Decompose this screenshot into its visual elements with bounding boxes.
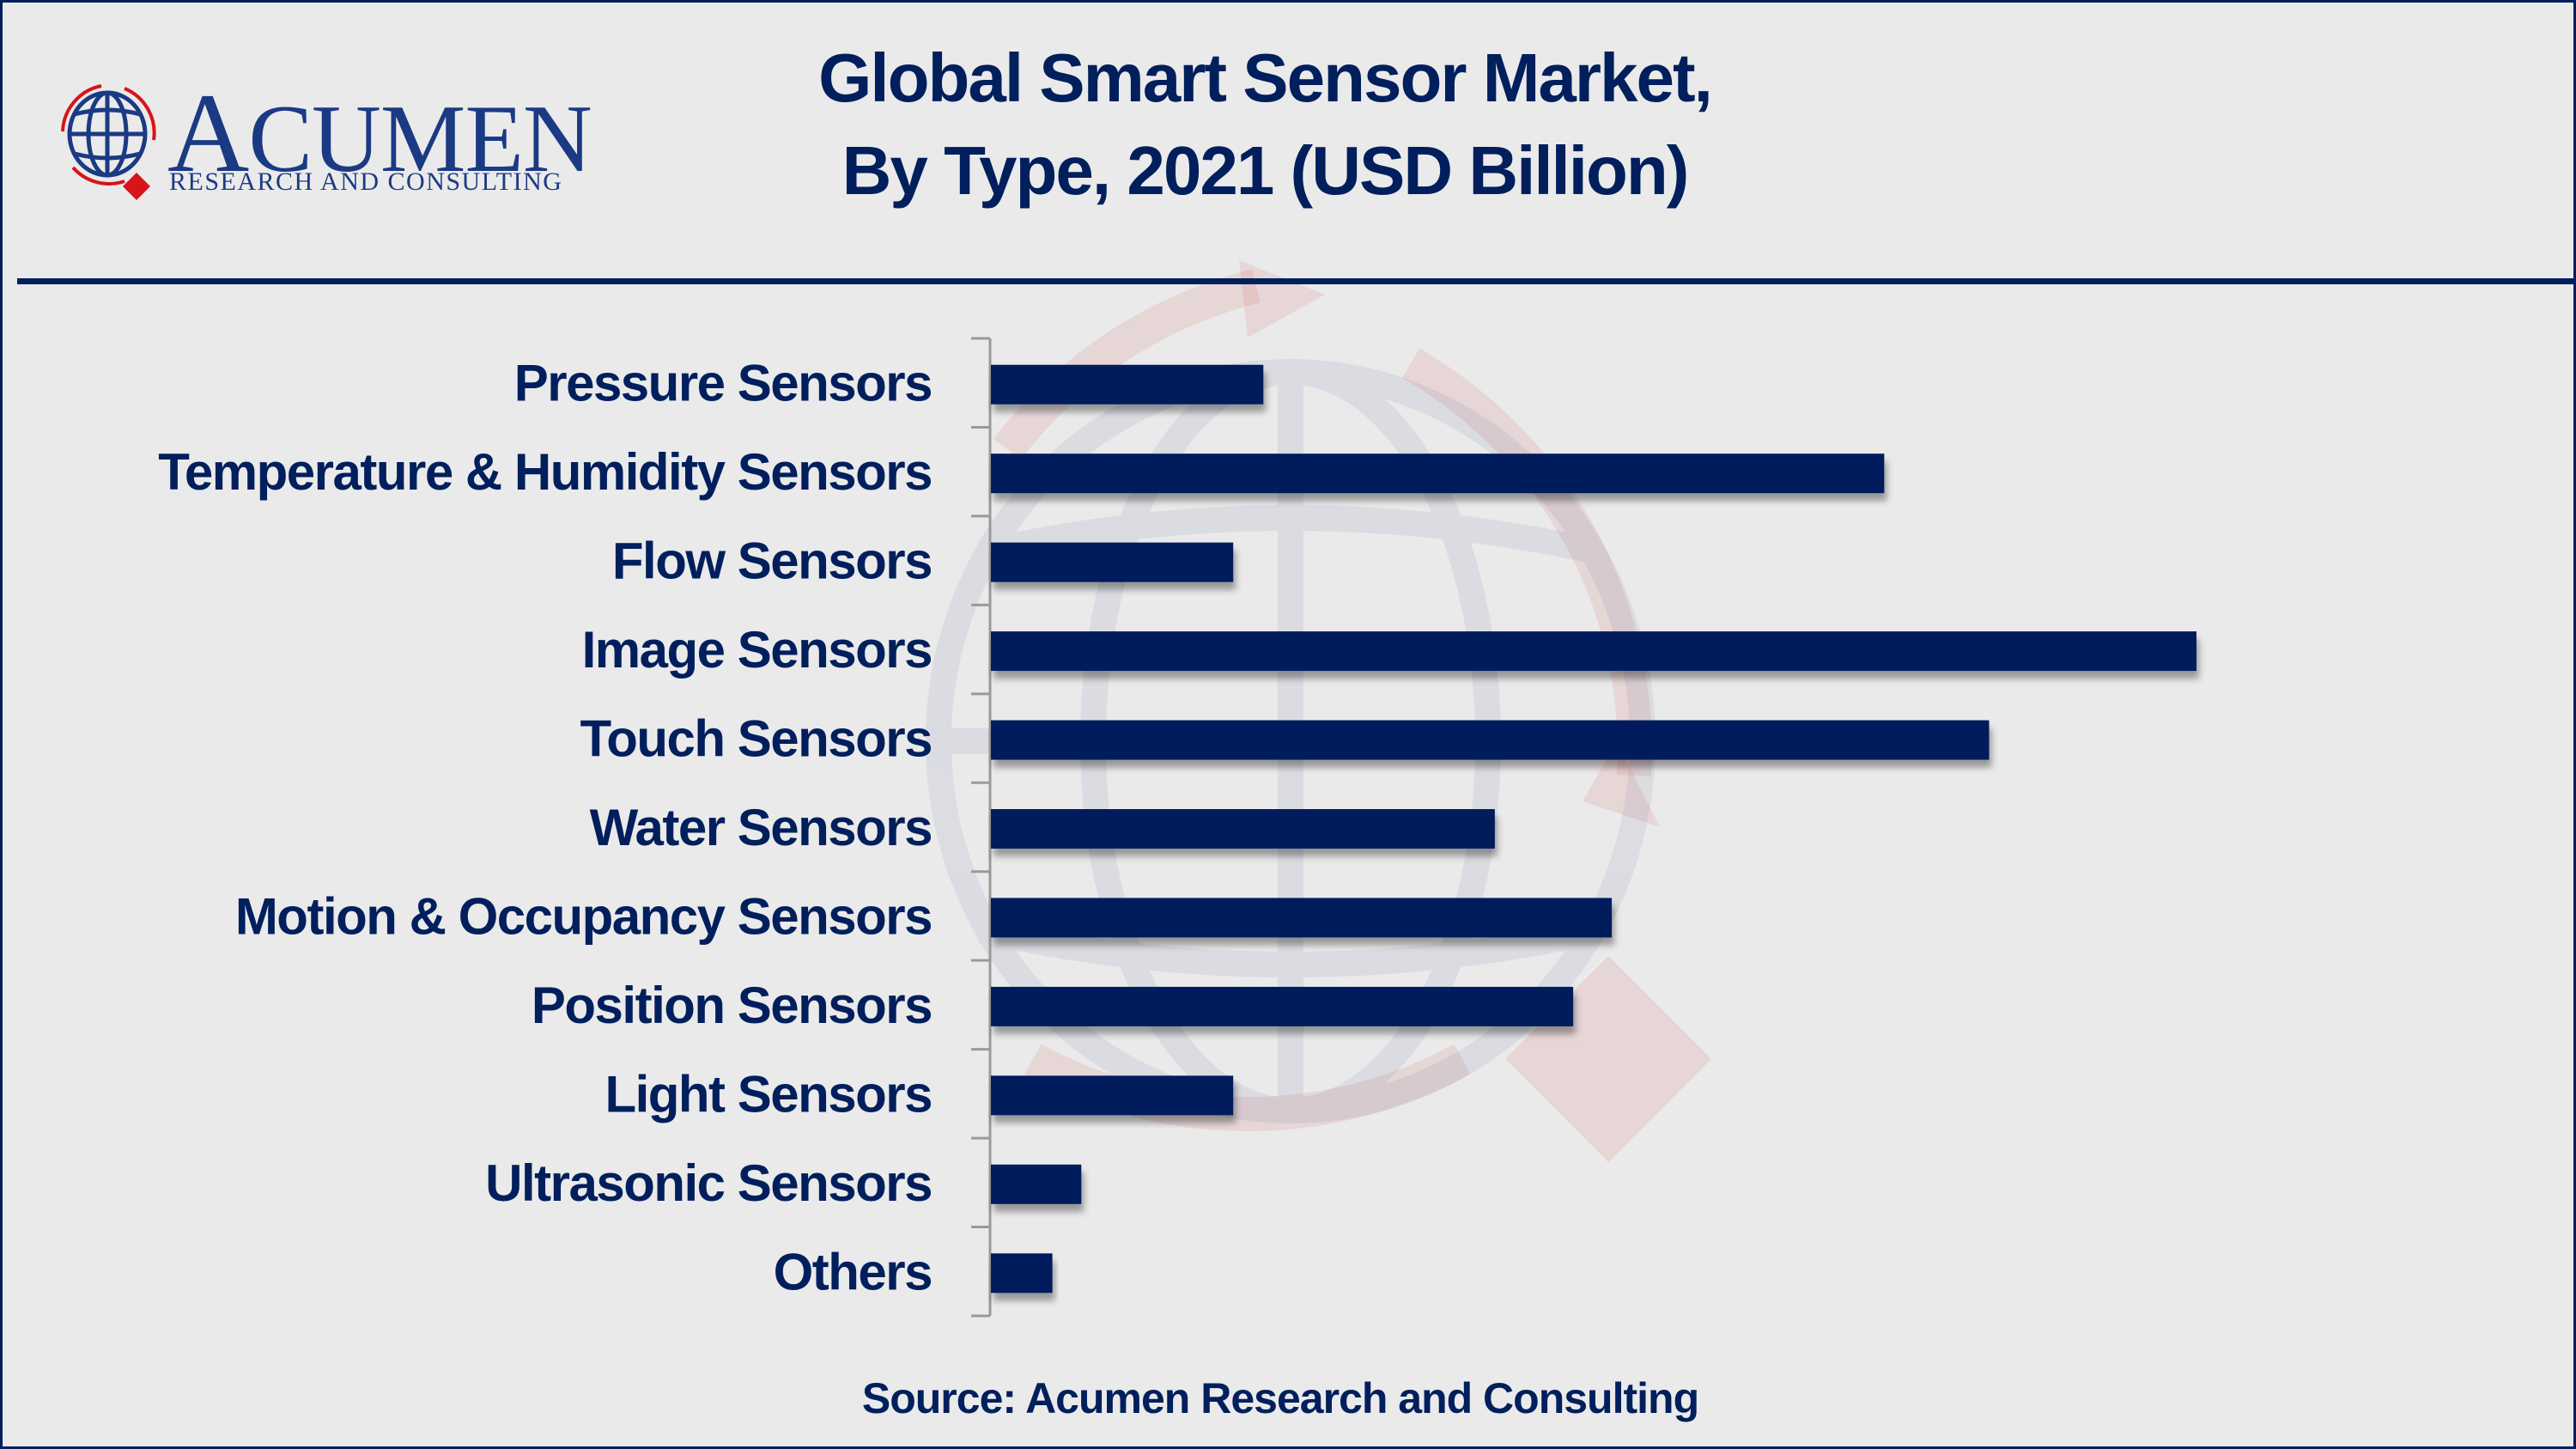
bar-touch-sensors [991, 720, 1990, 760]
bar-pressure-sensors [991, 364, 1264, 405]
logo-tagline: RESEARCH AND CONSULTING [169, 167, 563, 196]
source-text: Source: Acumen Research and Consulting [861, 1374, 1699, 1422]
category-label: Motion & Occupancy Sensors [235, 887, 932, 945]
bar-light-sensors [991, 1075, 1234, 1116]
chart-title-line-1: Global Smart Sensor Market, [818, 40, 1713, 116]
bar-ultrasonic-sensors [991, 1164, 1082, 1204]
category-label: Pressure Sensors [514, 355, 932, 412]
source-note: Source: Acumen Research and Consulting [3, 1373, 2573, 1423]
bar-motion-and-occupancy-sensors [991, 898, 1613, 938]
category-label: Touch Sensors [580, 710, 932, 768]
category-label: Light Sensors [605, 1065, 932, 1123]
category-label: Flow Sensors [612, 533, 932, 590]
category-label: Temperature & Humidity Sensors [158, 443, 932, 501]
logo-wordmark: ACUMEN [167, 76, 592, 190]
bar-position-sensors [991, 986, 1574, 1026]
bar-temperature-and-humidity-sensors [991, 454, 1885, 494]
bar-chart: Pressure Sensors Temperature & Humidity S… [158, 337, 2196, 1318]
bar-image-sensors [991, 631, 2196, 672]
category-label: Ultrasonic Sensors [485, 1154, 932, 1212]
header-divider [17, 278, 2573, 284]
bar-flow-sensors [991, 542, 1234, 582]
logo-rest: CUMEN [248, 86, 592, 192]
bar-others [991, 1253, 1053, 1294]
category-label: Position Sensors [532, 977, 932, 1034]
chart-title: Global Smart Sensor Market, By Type, 202… [604, 32, 1926, 217]
category-label: Image Sensors [582, 621, 932, 679]
acumen-logo: ACUMEN RESEARCH AND CONSULTING [54, 71, 592, 200]
category-label: Others [774, 1243, 932, 1300]
bar-water-sensors [991, 809, 1495, 849]
globe-logo-icon [61, 84, 156, 200]
chart-title-line-2: By Type, 2021 (USD Billion) [841, 132, 1690, 209]
logo-initial: A [167, 70, 249, 196]
category-label: Water Sensors [590, 799, 932, 856]
